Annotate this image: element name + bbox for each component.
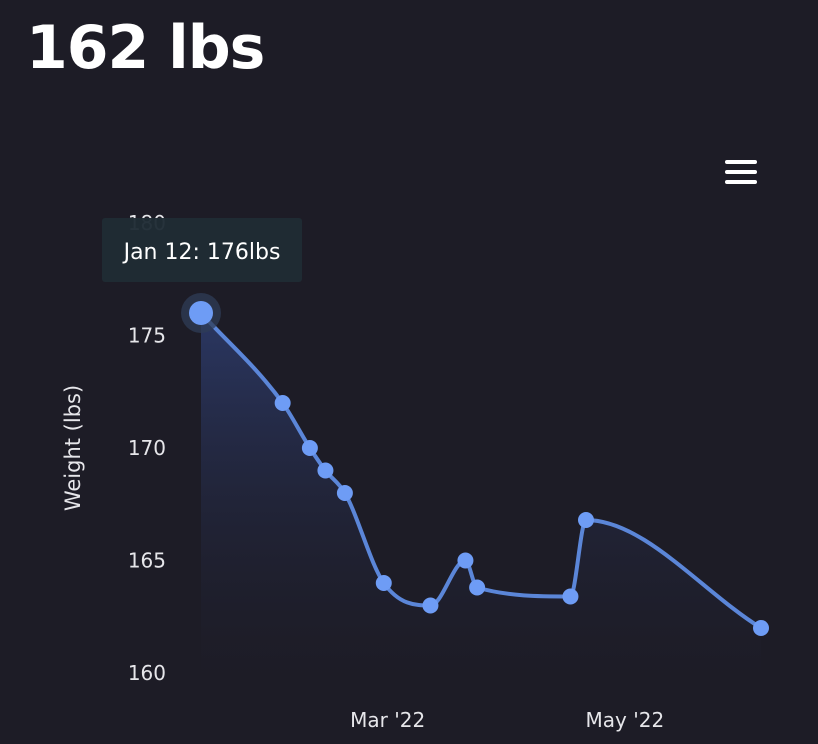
data-point[interactable] — [274, 395, 291, 411]
data-point[interactable] — [317, 462, 334, 479]
data-point[interactable] — [469, 579, 486, 596]
menu-bar — [725, 170, 757, 174]
data-point[interactable] — [457, 552, 474, 569]
data-point[interactable] — [753, 620, 769, 636]
data-point[interactable] — [336, 485, 353, 501]
tooltip-text: Jan 12: 176lbs — [122, 240, 281, 265]
tooltip-box — [102, 218, 302, 282]
x-tick-label: Mar '22 — [350, 708, 425, 732]
y-tick-label: 165 — [128, 549, 166, 573]
data-point[interactable] — [422, 597, 439, 614]
highlighted-point[interactable] — [189, 301, 213, 325]
y-tick-label: 170 — [128, 436, 166, 460]
data-point[interactable] — [578, 512, 594, 528]
x-tick-label: May '22 — [586, 708, 665, 732]
menu-bar — [725, 180, 757, 184]
hamburger-menu-icon[interactable] — [716, 150, 766, 194]
area-fill — [201, 313, 761, 684]
y-tick-label: 160 — [128, 661, 166, 685]
data-point[interactable] — [375, 575, 392, 591]
y-axis-title: Weight (lbs) — [61, 385, 85, 511]
current-weight-heading: 162 lbs — [26, 13, 265, 83]
menu-bar — [725, 160, 757, 164]
data-point[interactable] — [301, 440, 318, 456]
y-tick-label: 175 — [128, 324, 166, 348]
data-point[interactable] — [562, 588, 579, 605]
